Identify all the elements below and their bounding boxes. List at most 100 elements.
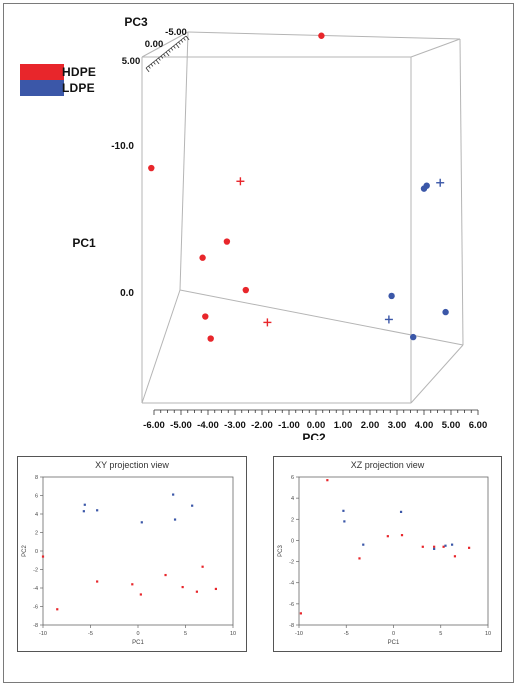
- pc3-tick-mark: [185, 35, 190, 41]
- xz-y-tick-label: 6: [291, 475, 294, 481]
- xz-data-point: [362, 543, 365, 546]
- xy-plot-area: [42, 476, 234, 626]
- pc3-tick-mark: [175, 43, 180, 49]
- 3d-point: [207, 335, 214, 342]
- xy-projection-title: XY projection view: [95, 460, 169, 470]
- pc2-tick-label: 6.00: [469, 420, 488, 431]
- xz-y-tick-label: -8: [289, 623, 294, 629]
- pc3-tick-mark: [150, 63, 154, 67]
- xz-data-point: [299, 612, 302, 615]
- xy-data-point: [195, 590, 198, 593]
- 3d-box-edge: [141, 289, 181, 404]
- xz-data-point: [326, 479, 329, 482]
- xy-projection-chart: -10 -5 0 5 10 8 6 4 2 0 -2 -4 -6 -8 PC1 PC2: [22, 475, 236, 646]
- 3d-point: [318, 32, 325, 39]
- xy-y-tick-label: -4: [33, 586, 38, 592]
- xz-y-tick-label: -2: [289, 560, 294, 566]
- 3d-point: [410, 333, 417, 341]
- pc2-tick-label: 2.00: [361, 420, 380, 431]
- pc2-tick-label: -5.00: [170, 420, 192, 431]
- 3d-point-plus: [263, 318, 272, 327]
- pc3-tick-mark: [153, 61, 156, 65]
- pc3-tick-mark: [158, 57, 161, 61]
- 3d-point: [442, 308, 449, 316]
- 3d-point-plus: [236, 177, 245, 186]
- xz-projection-panel: XZ projection view -10 -5 0 5 10 6 4 2 0 -2 -4 -6 -8…: [273, 456, 502, 652]
- xy-data-point: [41, 555, 45, 558]
- xy-data-point: [56, 608, 59, 611]
- xz-plot-area: [298, 476, 489, 626]
- xy-y-tick-label: -8: [33, 623, 38, 629]
- 3d-axis-labels: PC3 PC1 PC2: [72, 15, 326, 440]
- xy-data-point: [140, 521, 143, 524]
- xz-data-point: [450, 543, 454, 546]
- pc3-tick-mark: [148, 65, 151, 69]
- xy-data-point: [139, 593, 142, 596]
- 3d-data-points: [148, 32, 449, 342]
- pc2-tick-label: 4.00: [415, 420, 434, 431]
- pc3-tick-mark: [173, 45, 176, 49]
- 3d-point: [202, 313, 209, 320]
- 3d-point: [242, 286, 249, 294]
- xz-y-tick-label: 4: [291, 496, 294, 502]
- xy-projection-panel: XY projection view -10 -5 0 5 10 8 6 4 2 0 -2 -4 -6-…: [17, 456, 247, 652]
- pc2-tick-label: -3.00: [224, 420, 246, 431]
- xz-x-tick-label: 10: [485, 631, 491, 637]
- xy-data-point: [83, 503, 86, 506]
- legend-swatch-ldpe: [20, 80, 64, 96]
- legend-label-hdpe: HDPE: [62, 65, 97, 79]
- pc2-tick-label: -2.00: [251, 420, 273, 431]
- 3d-point: [388, 292, 395, 300]
- legend-item-ldpe: LDPE: [20, 80, 96, 96]
- xz-data-point: [342, 509, 345, 512]
- xz-data-point: [453, 555, 457, 558]
- xy-data-point: [96, 509, 99, 512]
- xz-x-tick-label: -10: [295, 631, 303, 637]
- pc3-tick-label: 5.00: [122, 56, 141, 67]
- xy-data-point: [181, 585, 184, 589]
- pc2-tick-label: 1.00: [334, 420, 353, 431]
- pc3-axis-label: PC3: [124, 15, 148, 29]
- xy-data-point: [214, 587, 217, 591]
- pc1-tick-label: -10.0: [111, 141, 134, 152]
- xz-data-point: [433, 547, 436, 550]
- 3d-box-edge: [410, 38, 461, 58]
- xz-data-point: [421, 545, 424, 548]
- legend-swatch-hdpe: [20, 64, 64, 80]
- xy-data-point: [96, 580, 99, 583]
- xy-data-point: [201, 565, 204, 568]
- xz-data-point: [442, 545, 445, 548]
- 3d-box-edge: [459, 38, 464, 346]
- xz-x-tick-label: -5: [344, 631, 349, 637]
- xz-data-point: [433, 545, 436, 548]
- pc3-tick-mark: [180, 39, 184, 43]
- xy-data-point: [131, 583, 134, 586]
- pc3-tick-mark: [178, 41, 181, 45]
- xy-x-tick-label: 0: [136, 631, 139, 637]
- xy-x-axis-label: PC1: [132, 640, 144, 646]
- pc2-axis-label: PC2: [302, 431, 326, 440]
- pc3-tick-mark: [170, 47, 174, 51]
- xy-y-tick-label: 2: [35, 531, 38, 537]
- pc2-tick-label: -1.00: [278, 420, 300, 431]
- xy-data-point: [191, 504, 194, 507]
- 3d-point-plus: [436, 178, 445, 187]
- pc3-tick-mark: [168, 49, 171, 53]
- 3d-bounding-box: [141, 31, 464, 404]
- xy-x-tick-label: 10: [230, 631, 236, 637]
- pc2-tick-label: 3.00: [388, 420, 407, 431]
- xy-y-axis-label: PC2: [22, 545, 28, 557]
- xz-y-tick-label: -4: [289, 581, 294, 587]
- xy-x-tick-label: 5: [184, 631, 187, 637]
- xz-x-tick-label: 0: [392, 631, 395, 637]
- xy-data-point: [172, 493, 175, 496]
- pc3-tick-mark: [160, 55, 164, 59]
- pc1-tick-label: 0.0: [120, 288, 134, 299]
- pc3-tick-mark: [163, 53, 166, 57]
- 3d-point-plus: [384, 315, 393, 324]
- xz-x-axis-label: PC1: [388, 640, 400, 646]
- xy-y-tick-label: -6: [33, 605, 38, 611]
- xz-data-point: [444, 544, 447, 547]
- pc2-tick-label: 0.00: [307, 420, 326, 431]
- xy-data-point: [82, 510, 85, 513]
